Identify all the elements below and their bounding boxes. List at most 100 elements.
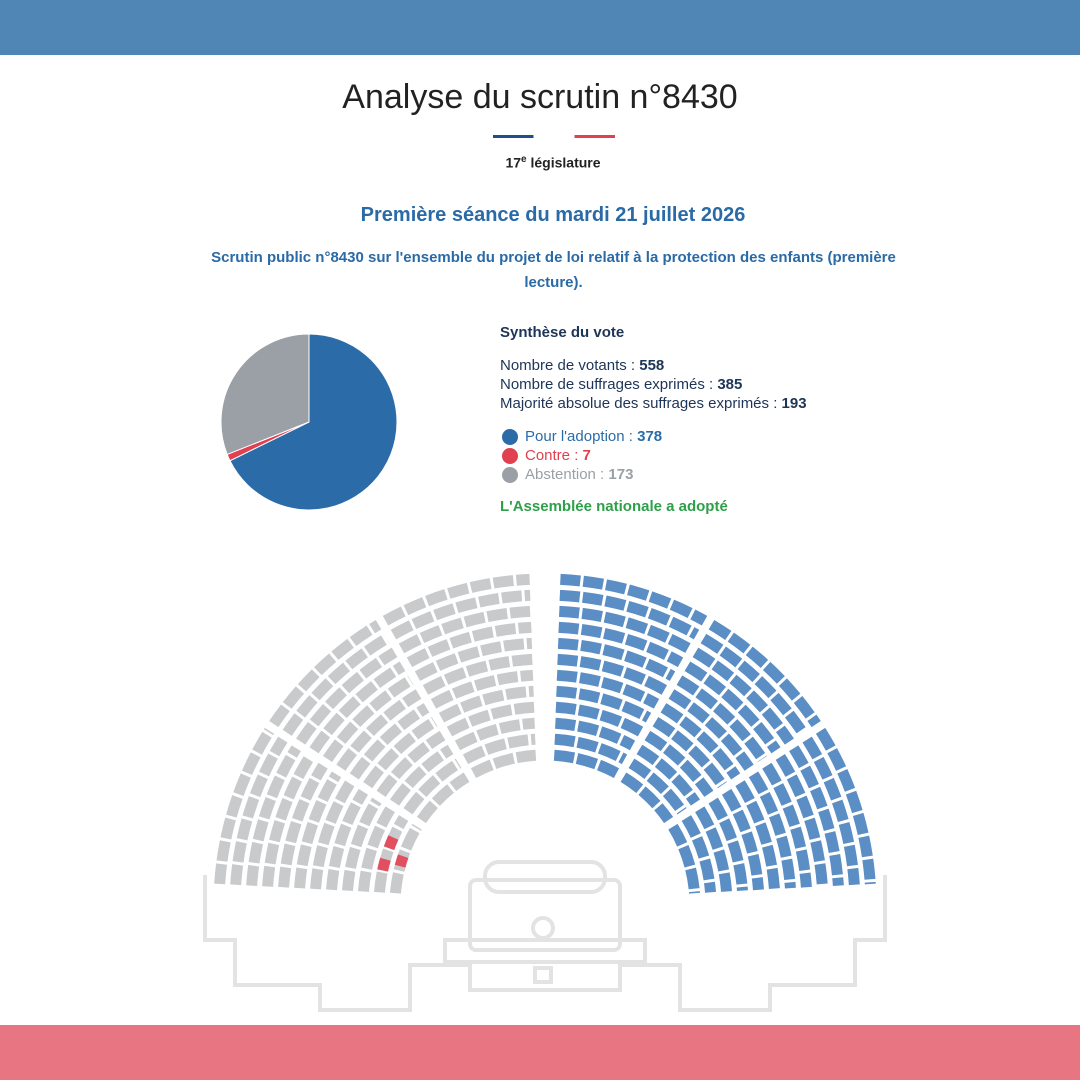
- legend-item: Pour l'adoption : 378: [500, 427, 920, 446]
- seat-row: [748, 771, 796, 889]
- legend-label: Pour l'adoption :: [525, 428, 633, 445]
- seat-row: [557, 637, 676, 681]
- legend-label: Contre :: [525, 447, 579, 464]
- seat-row: [556, 669, 660, 709]
- seat-red: [377, 857, 391, 872]
- seat-row: [262, 754, 315, 887]
- seat-row: [692, 647, 794, 745]
- seat-row: [815, 727, 876, 885]
- seat-row: [326, 788, 369, 891]
- graphics: [203, 333, 887, 1012]
- seat-row: [695, 806, 732, 892]
- seat-red: [394, 854, 409, 868]
- legend-dot: [502, 466, 518, 483]
- seat-row: [470, 749, 537, 779]
- description: Scrutin public n°8430 sur l'ensemble du …: [211, 249, 896, 291]
- legend-dot: [502, 447, 518, 464]
- seat-row: [554, 717, 636, 751]
- summary: Synthèse du vote Nombre de votants : 558…: [500, 324, 920, 515]
- seat-row: [668, 689, 754, 771]
- stat-value: 193: [781, 395, 807, 412]
- seat-row: [403, 758, 462, 815]
- seat-row: [557, 653, 668, 695]
- seat-row: [269, 619, 382, 728]
- pie-slice: [229, 333, 398, 511]
- stat-value: 385: [717, 376, 743, 393]
- seat-row: [438, 685, 534, 723]
- legislature: 17e législature: [0, 154, 1080, 171]
- seat-row: [230, 736, 288, 886]
- seat-row: [554, 733, 628, 765]
- seat-row: [336, 689, 422, 771]
- seat-row: [775, 754, 828, 887]
- seat-row: [294, 771, 342, 889]
- seat-row: [676, 675, 768, 763]
- seat-row: [555, 701, 644, 737]
- seat-row: [382, 573, 530, 626]
- seat-row: [390, 589, 531, 640]
- seat-row: [684, 661, 781, 754]
- stat-row: Nombre de votants : 558: [500, 356, 920, 375]
- legislature-number: 17: [505, 154, 522, 171]
- legend-label: Abstention :: [525, 466, 605, 483]
- seat-row: [322, 675, 414, 763]
- legend-item: Abstention : 173: [500, 465, 920, 484]
- seat-row: [282, 633, 390, 736]
- page-title: Analyse du scrutin n°8430: [342, 78, 738, 116]
- seat-row: [342, 797, 382, 892]
- seat-row: [802, 736, 860, 886]
- seat-row: [681, 815, 716, 893]
- session-title: Première séance du mardi 21 juillet 2026: [360, 204, 746, 226]
- seat-row: [246, 745, 301, 886]
- seat-row: [660, 703, 741, 780]
- seat-row: [214, 727, 275, 885]
- seat-row: [406, 621, 532, 668]
- floor-plan: [203, 860, 887, 1012]
- seat-row: [430, 669, 534, 709]
- legend-item: Contre : 7: [500, 446, 920, 465]
- seat-row: [374, 815, 409, 893]
- seat-row: [628, 758, 687, 815]
- seat-row: [414, 637, 533, 681]
- result: L'Assemblée nationale a adopté: [500, 498, 728, 515]
- seat-row: [559, 589, 700, 640]
- stat-value: 558: [639, 357, 665, 374]
- stats: Nombre de votants : 558 Nombre de suffrag…: [500, 356, 920, 413]
- seat-row: [636, 744, 700, 806]
- seat-row: [708, 797, 748, 892]
- stat-row: Majorité absolue des suffrages exprimés …: [500, 394, 920, 413]
- top-bar: [0, 0, 1080, 55]
- legend-value: 378: [637, 428, 663, 445]
- pie-chart: [220, 333, 398, 511]
- seat-row: [553, 749, 620, 779]
- legend-dot: [502, 428, 518, 445]
- seat-row: [735, 780, 780, 890]
- seat-row: [390, 744, 454, 806]
- seat-row: [278, 762, 328, 888]
- seat-row: [363, 716, 438, 789]
- flag-rule: [493, 135, 615, 138]
- seat-row: [762, 762, 812, 888]
- seat-row: [721, 788, 764, 891]
- seat-row: [462, 733, 536, 765]
- legend: Pour l'adoption : 378 Contre : 7 Abstentio…: [500, 427, 920, 484]
- seat-row: [700, 633, 808, 736]
- stat-label: Nombre de votants :: [500, 357, 636, 374]
- seat-row: [644, 730, 714, 797]
- seat-row: [620, 772, 674, 824]
- seat-row: [296, 647, 398, 745]
- seat-row: [446, 701, 535, 737]
- stat-label: Majorité absolue des suffrages exprimés …: [500, 395, 778, 412]
- seat-row: [416, 772, 470, 824]
- seat-red: [383, 835, 399, 851]
- hemicycle: [214, 573, 876, 894]
- seat-row: [560, 573, 708, 626]
- legend-value: 173: [608, 466, 634, 483]
- seat-row: [652, 716, 727, 789]
- bottom-bar: [0, 1025, 1080, 1080]
- seat-row: [422, 653, 533, 695]
- seat-row: [398, 605, 532, 654]
- seat-row: [454, 717, 536, 751]
- seat-row: [310, 780, 355, 890]
